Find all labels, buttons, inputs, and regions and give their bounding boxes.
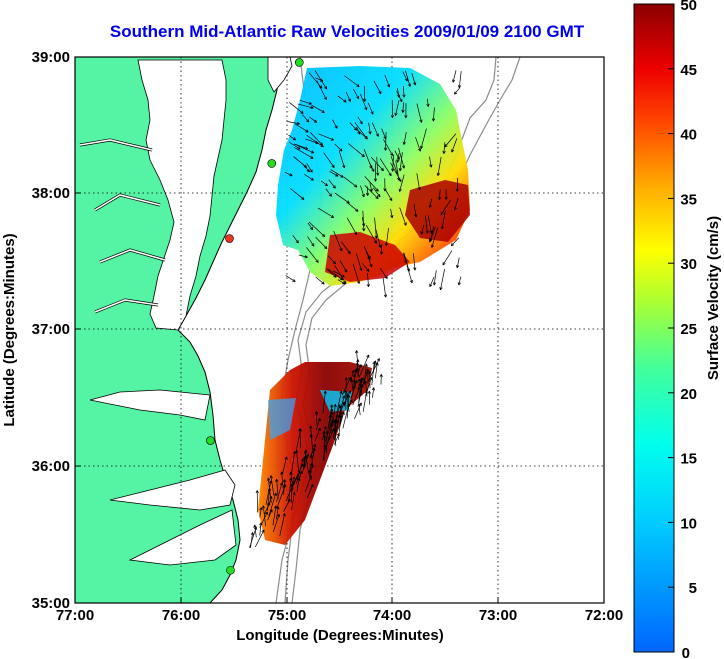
x-tick-label: 72:00 bbox=[585, 607, 623, 624]
colorbar-tick: 30 bbox=[680, 256, 697, 273]
x-tick-label: 73:00 bbox=[479, 607, 517, 624]
y-axis-label: Latitude (Degrees:Minutes) bbox=[1, 233, 18, 426]
colorbar-tick: 25 bbox=[680, 321, 697, 338]
x-tick-label: 74:00 bbox=[373, 607, 411, 624]
x-axis-label: Longitude (Degrees:Minutes) bbox=[236, 627, 444, 644]
radar-station-marker bbox=[267, 159, 277, 168]
y-tick-label: 39:00 bbox=[32, 49, 70, 66]
chesapeake-bay bbox=[137, 59, 227, 331]
radar-station-marker bbox=[294, 58, 304, 67]
velocity-arrows bbox=[249, 70, 462, 549]
y-tick-label: 38:00 bbox=[32, 185, 70, 202]
colorbar-tick: 5 bbox=[689, 580, 697, 597]
map-title: Southern Mid-Atlantic Raw Velocities 200… bbox=[109, 22, 585, 41]
pamlico-sound bbox=[89, 389, 237, 566]
y-tick-label: 35:00 bbox=[32, 595, 70, 612]
colorbar-label: Surface Velocity (cm/s) bbox=[705, 216, 722, 380]
colorbar-tick: 45 bbox=[680, 62, 697, 79]
colorbar-tick: 10 bbox=[680, 515, 697, 532]
plot-frame bbox=[74, 56, 605, 604]
hf-radar-stations bbox=[206, 58, 304, 575]
y-tick-label: 37:00 bbox=[32, 321, 70, 338]
radar-station-marker bbox=[226, 565, 235, 575]
colorbar-tick: 20 bbox=[680, 386, 697, 403]
colorbar-tick: 50 bbox=[680, 0, 697, 14]
colorbar-tick: 35 bbox=[680, 191, 697, 208]
colorbar-tick: 0 bbox=[682, 645, 690, 659]
colorbar-tick: 15 bbox=[680, 451, 697, 468]
x-tick-label: 76:00 bbox=[162, 607, 200, 624]
colorbar bbox=[633, 3, 675, 653]
radar-station-marker bbox=[206, 436, 215, 445]
radar-station-marker bbox=[225, 234, 234, 243]
x-tick-label: 77:00 bbox=[56, 607, 94, 624]
x-tick-label: 75:00 bbox=[268, 607, 306, 624]
colorbar-tick: 40 bbox=[680, 127, 697, 144]
y-tick-label: 36:00 bbox=[32, 458, 70, 475]
